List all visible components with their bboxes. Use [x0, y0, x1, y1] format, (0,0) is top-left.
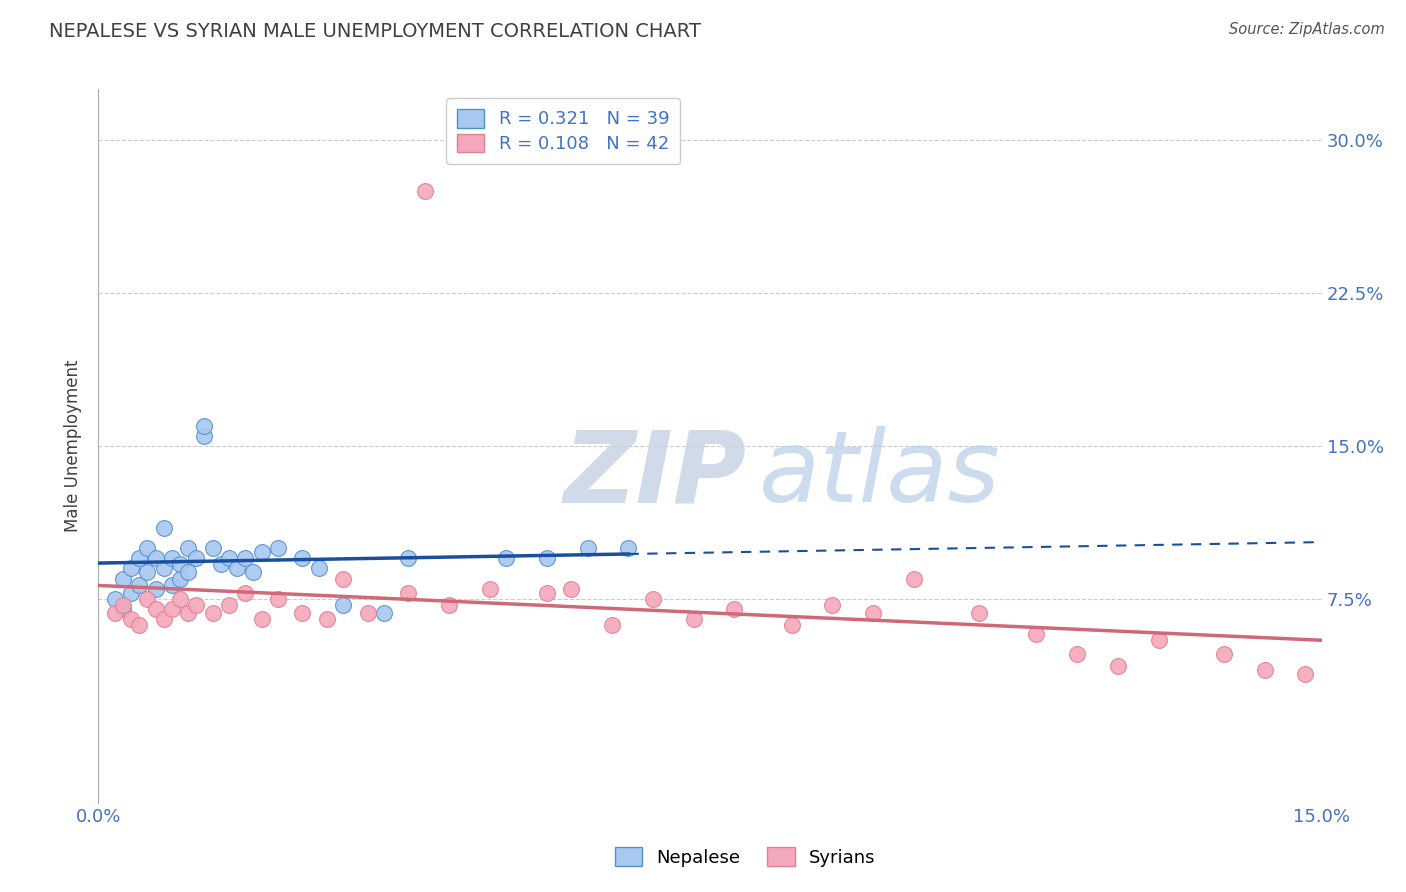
Point	[536, 586, 558, 600]
Point	[1066, 647, 1088, 661]
Point	[560, 582, 582, 596]
Point	[177, 541, 200, 555]
Point	[1212, 647, 1234, 661]
Legend: Nepalese, Syrians: Nepalese, Syrians	[607, 840, 883, 874]
Point	[967, 606, 990, 620]
Point	[186, 551, 208, 566]
Y-axis label: Male Unemployment: Male Unemployment	[65, 359, 83, 533]
Point	[186, 598, 208, 612]
Point	[128, 551, 150, 566]
Point	[576, 541, 599, 555]
Point	[201, 606, 224, 620]
Point	[1107, 659, 1129, 673]
Point	[723, 602, 745, 616]
Point	[201, 541, 224, 555]
Point	[396, 586, 419, 600]
Point	[145, 551, 167, 566]
Point	[226, 561, 249, 575]
Point	[169, 558, 191, 572]
Point	[682, 612, 704, 626]
Text: Source: ZipAtlas.com: Source: ZipAtlas.com	[1229, 22, 1385, 37]
Point	[315, 612, 337, 626]
Point	[104, 591, 127, 606]
Point	[641, 591, 664, 606]
Point	[193, 418, 215, 433]
Point	[169, 572, 191, 586]
Point	[145, 582, 167, 596]
Point	[209, 558, 232, 572]
Legend: R = 0.321   N = 39, R = 0.108   N = 42: R = 0.321 N = 39, R = 0.108 N = 42	[446, 98, 681, 164]
Point	[495, 551, 517, 566]
Point	[128, 577, 150, 591]
Point	[120, 561, 142, 575]
Point	[193, 429, 215, 443]
Point	[308, 561, 330, 575]
Point	[169, 591, 191, 606]
Point	[218, 551, 240, 566]
Point	[437, 598, 460, 612]
Point	[332, 598, 354, 612]
Point	[413, 184, 436, 198]
Point	[862, 606, 884, 620]
Point	[111, 598, 134, 612]
Point	[373, 606, 395, 620]
Point	[160, 602, 183, 616]
Point	[218, 598, 240, 612]
Point	[152, 612, 174, 626]
Point	[160, 577, 183, 591]
Point	[145, 602, 167, 616]
Point	[332, 572, 354, 586]
Point	[128, 618, 150, 632]
Point	[233, 586, 256, 600]
Point	[291, 551, 314, 566]
Point	[111, 602, 134, 616]
Text: ZIP: ZIP	[564, 426, 747, 523]
Point	[111, 572, 134, 586]
Point	[267, 591, 290, 606]
Point	[136, 541, 159, 555]
Point	[136, 566, 159, 580]
Point	[160, 551, 183, 566]
Point	[1025, 626, 1047, 640]
Point	[267, 541, 290, 555]
Point	[120, 612, 142, 626]
Point	[152, 561, 174, 575]
Point	[104, 606, 127, 620]
Point	[356, 606, 378, 620]
Point	[1147, 632, 1170, 647]
Point	[903, 572, 925, 586]
Point	[396, 551, 419, 566]
Point	[1294, 667, 1316, 681]
Point	[780, 618, 803, 632]
Point	[600, 618, 623, 632]
Point	[478, 582, 501, 596]
Point	[617, 541, 640, 555]
Point	[250, 545, 273, 559]
Point	[821, 598, 844, 612]
Point	[250, 612, 273, 626]
Point	[1253, 663, 1275, 677]
Text: NEPALESE VS SYRIAN MALE UNEMPLOYMENT CORRELATION CHART: NEPALESE VS SYRIAN MALE UNEMPLOYMENT COR…	[49, 22, 702, 41]
Point	[120, 586, 142, 600]
Point	[291, 606, 314, 620]
Point	[536, 551, 558, 566]
Point	[242, 566, 264, 580]
Text: atlas: atlas	[759, 426, 1001, 523]
Point	[233, 551, 256, 566]
Point	[136, 591, 159, 606]
Point	[177, 606, 200, 620]
Point	[152, 520, 174, 534]
Point	[177, 566, 200, 580]
